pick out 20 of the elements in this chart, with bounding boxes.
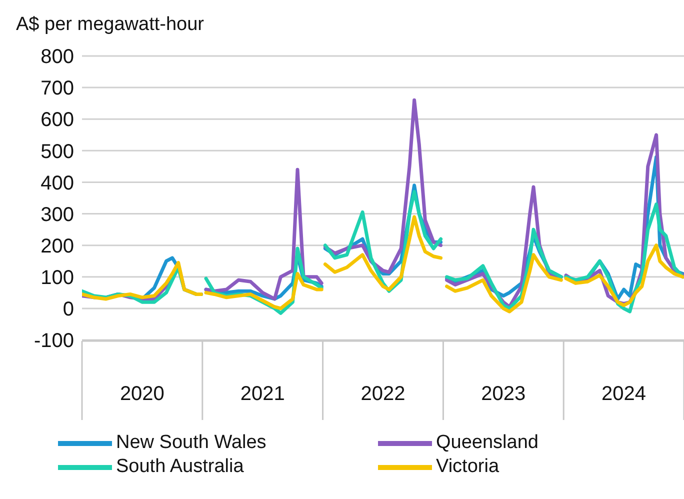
y-tick-label: 700 bbox=[40, 78, 74, 100]
y-tick-label: 200 bbox=[40, 235, 74, 258]
y-tick-label: 0 bbox=[62, 298, 74, 321]
x-tick-label: 2022 bbox=[360, 383, 406, 405]
x-tick-label: 2024 bbox=[602, 383, 646, 405]
y-tick-label: 600 bbox=[40, 109, 74, 132]
x-tick-label: 2021 bbox=[240, 383, 285, 405]
legend-label: New South Wales bbox=[116, 432, 266, 454]
legend-label: Victoria bbox=[436, 456, 500, 478]
legend-label: Queensland bbox=[436, 432, 538, 454]
y-tick-label: 800 bbox=[40, 46, 74, 68]
legend-label: South Australia bbox=[116, 456, 244, 478]
y-tick-label: 500 bbox=[40, 140, 74, 163]
y-axis-title: A$ per megawatt-hour bbox=[16, 14, 204, 36]
x-tick-label: 2023 bbox=[481, 383, 526, 405]
y-tick-label: 300 bbox=[40, 204, 74, 226]
x-tick-label: 2020 bbox=[120, 383, 164, 405]
y-tick-label: 100 bbox=[40, 266, 74, 289]
y-tick-label: 400 bbox=[40, 172, 74, 194]
y-tick-label: -100 bbox=[34, 330, 74, 352]
